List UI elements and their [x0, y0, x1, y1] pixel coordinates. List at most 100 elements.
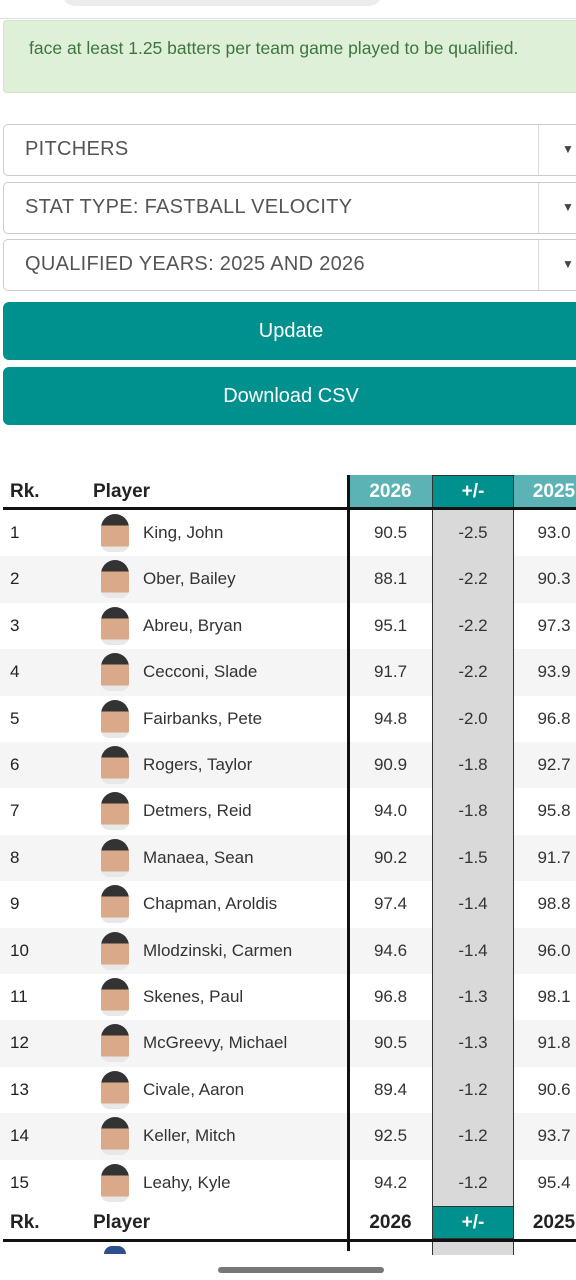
value-2025: 93.9	[537, 662, 571, 682]
player: Fairbanks, Pete	[143, 708, 263, 728]
player: King, John	[143, 523, 224, 542]
footer-rule	[3, 1239, 576, 1242]
change-column-bg	[432, 475, 514, 1255]
stat-type-select[interactable]: STAT TYPE: FASTBALL VELOCITY	[3, 182, 576, 234]
player-headshot	[101, 1024, 129, 1063]
value-2025: 91.8	[537, 1033, 571, 1053]
change: -2.2	[458, 615, 488, 635]
value-2026: 90.9	[373, 755, 408, 774]
rank: 1	[10, 523, 20, 542]
value-2025: 96.0	[537, 940, 571, 960]
download-csv-button[interactable]: Download CSV	[3, 367, 576, 425]
value-2026: 94.2	[373, 1172, 408, 1192]
player-headshot	[101, 931, 129, 970]
change: -2.2	[458, 569, 488, 589]
update-button[interactable]: Update	[3, 302, 576, 360]
rank: 14	[10, 1126, 29, 1146]
player-headshot	[101, 746, 129, 784]
column-header: Rk.	[10, 481, 40, 502]
row-stripe	[514, 834, 576, 882]
value-2025: 90.3	[537, 569, 571, 589]
header-bg	[349, 475, 432, 508]
years-select[interactable]: QUALIFIED YEARS: 2025 AND 2026	[3, 239, 576, 291]
rank: 5	[10, 708, 20, 728]
footer-header: Player	[93, 1212, 151, 1233]
change: -1.8	[458, 801, 488, 821]
value-2026: 89.4	[373, 1079, 408, 1099]
header-rule	[3, 507, 576, 510]
value-2025: 90.6	[537, 1079, 571, 1099]
player-headshot	[101, 1163, 129, 1202]
change: -1.2	[458, 1079, 488, 1099]
change: -1.4	[458, 894, 488, 914]
value-2026: 94.0	[373, 801, 408, 821]
player: Abreu, Bryan	[143, 615, 243, 635]
change: -2.0	[458, 708, 488, 728]
position-select[interactable]: PITCHERS	[3, 124, 576, 176]
player-headshot	[101, 978, 129, 1016]
player-headshot	[101, 1117, 129, 1156]
player-headshot	[101, 885, 129, 924]
rank: 8	[10, 847, 20, 867]
column-divider	[347, 475, 350, 1251]
value-2026: 91.7	[373, 662, 408, 682]
row-stripe	[0, 649, 432, 696]
value-2026: 94.6	[373, 940, 408, 960]
divider	[0, 18, 576, 19]
rank: 4	[10, 662, 20, 682]
player: Cecconi, Slade	[143, 662, 258, 682]
value-2026: 90.5	[373, 1033, 408, 1053]
player: Rogers, Taylor	[143, 755, 253, 774]
row-stripe	[0, 834, 432, 882]
column-header[interactable]: 2025	[532, 481, 576, 502]
value-2026: 97.4	[373, 894, 408, 914]
change: -1.2	[458, 1172, 488, 1192]
player: Leahy, Kyle	[143, 1172, 231, 1192]
player-headshot	[101, 606, 129, 645]
player: Civale, Aaron	[143, 1079, 245, 1099]
value-2026: 90.5	[373, 523, 408, 542]
change: -2.5	[458, 523, 488, 542]
player-headshot	[101, 514, 129, 552]
rank: 11	[10, 987, 28, 1006]
footer-header[interactable]: +/-	[461, 1212, 485, 1233]
player: Detmers, Reid	[143, 801, 252, 821]
rank: 3	[10, 615, 20, 635]
player-headshot	[101, 792, 129, 831]
value-2025: 91.7	[537, 847, 571, 867]
player: Manaea, Sean	[143, 847, 254, 867]
value-2025: 95.8	[537, 801, 571, 821]
player-headshot	[101, 838, 129, 877]
rank: 6	[10, 755, 20, 774]
row-stripe	[514, 556, 576, 603]
value-2026: 96.8	[373, 987, 408, 1006]
rank: 7	[10, 801, 20, 821]
change: -1.3	[458, 987, 488, 1006]
player-headshot	[101, 1070, 129, 1109]
rank: 13	[10, 1079, 29, 1099]
player: Skenes, Paul	[143, 987, 244, 1006]
qualification-notice: face at least 1.25 batters per team game…	[3, 20, 576, 93]
value-2026: 92.5	[373, 1126, 408, 1146]
row-stripe	[0, 1020, 432, 1067]
player: Chapman, Aroldis	[143, 894, 278, 914]
column-header[interactable]: 2026	[369, 481, 412, 502]
player: Mlodzinski, Carmen	[143, 940, 293, 960]
value-2025: 93.7	[537, 1126, 571, 1146]
footer-header: Rk.	[10, 1212, 40, 1233]
search-bar[interactable]	[62, 0, 382, 6]
rank: 10	[10, 940, 29, 960]
change: -1.5	[458, 847, 488, 867]
rank: 15	[10, 1172, 29, 1192]
value-2025: 95.4	[537, 1172, 571, 1192]
rank: 12	[10, 1033, 29, 1053]
row-stripe	[514, 649, 576, 696]
footer-header[interactable]: 2026	[369, 1212, 412, 1233]
column-header[interactable]: +/-	[461, 481, 485, 502]
row-stripe	[514, 1020, 576, 1067]
player: Keller, Mitch	[143, 1126, 236, 1146]
footer-header[interactable]: 2025	[532, 1212, 576, 1233]
player-headshot	[101, 653, 129, 692]
